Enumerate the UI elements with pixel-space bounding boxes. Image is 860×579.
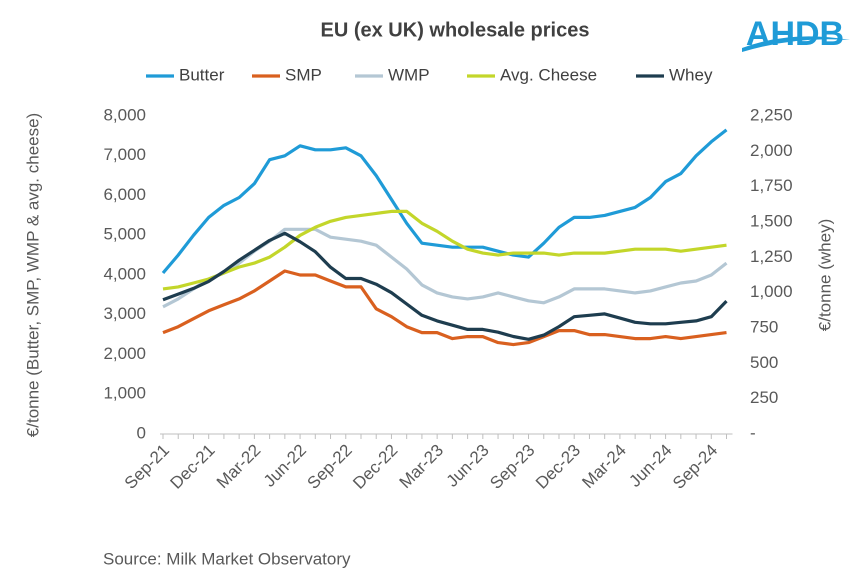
x-tick-label: Jun-24 [625,441,675,491]
logo-swoosh [742,36,850,52]
y2-tick-label: 1,000 [750,282,793,301]
y2-tick-label: 1,250 [750,247,793,266]
x-tick-label: Mar-24 [578,441,630,493]
y-tick-label: 2,000 [103,344,146,363]
series-line [162,209,727,291]
series-line [162,269,727,347]
y-axis-label: €/tonne (Butter, SMP, WMP & avg. cheese) [23,113,42,437]
y2-tick-label: 1,500 [750,211,793,230]
series-line [161,128,728,275]
x-tick-label: Dec-22 [349,441,401,493]
x-tick-label: Sep-23 [486,441,538,493]
x-tick-label: Sep-21 [121,441,173,493]
x-tick-label: Jun-22 [260,441,310,491]
y2-tick-label: 2,250 [750,105,793,124]
y-tick-label: 1,000 [103,384,146,403]
chart-title: EU (ex UK) wholesale prices [321,19,590,41]
y2-axis-label: €/tonne (whey) [815,219,834,331]
series-line [162,231,728,341]
y-tick-label: 3,000 [103,304,146,323]
x-tick-label: Sep-22 [304,441,356,493]
legend-label: WMP [388,65,430,84]
legend-label: Whey [669,65,713,84]
y-tick-label: 0 [137,423,146,442]
y-tick-label: 4,000 [103,264,146,283]
y-tick-label: 5,000 [103,225,146,244]
y-tick-label: 8,000 [103,105,146,124]
y2-tick-label: 500 [750,353,778,372]
logo: AHDB [746,15,844,53]
y2-tick-label: 750 [750,317,778,336]
y2-tick-label: 2,000 [750,141,793,160]
legend-label: Butter [179,65,225,84]
y2-tick-label: - [750,423,756,442]
x-tick-label: Dec-21 [166,441,218,493]
x-tick-label: Mar-22 [213,441,265,493]
source-note: Source: Milk Market Observatory [103,549,351,568]
y2-tick-label: 1,750 [750,176,793,195]
legend-label: Avg. Cheese [500,65,597,84]
x-tick-label: Sep-24 [669,441,721,493]
y-tick-label: 7,000 [103,145,146,164]
y-tick-label: 6,000 [103,185,146,204]
legend-label: SMP [285,65,322,84]
y2-tick-label: 250 [750,388,778,407]
x-tick-label: Mar-23 [396,441,448,493]
x-tick-label: Dec-23 [532,441,584,493]
x-tick-label: Jun-23 [443,441,493,491]
